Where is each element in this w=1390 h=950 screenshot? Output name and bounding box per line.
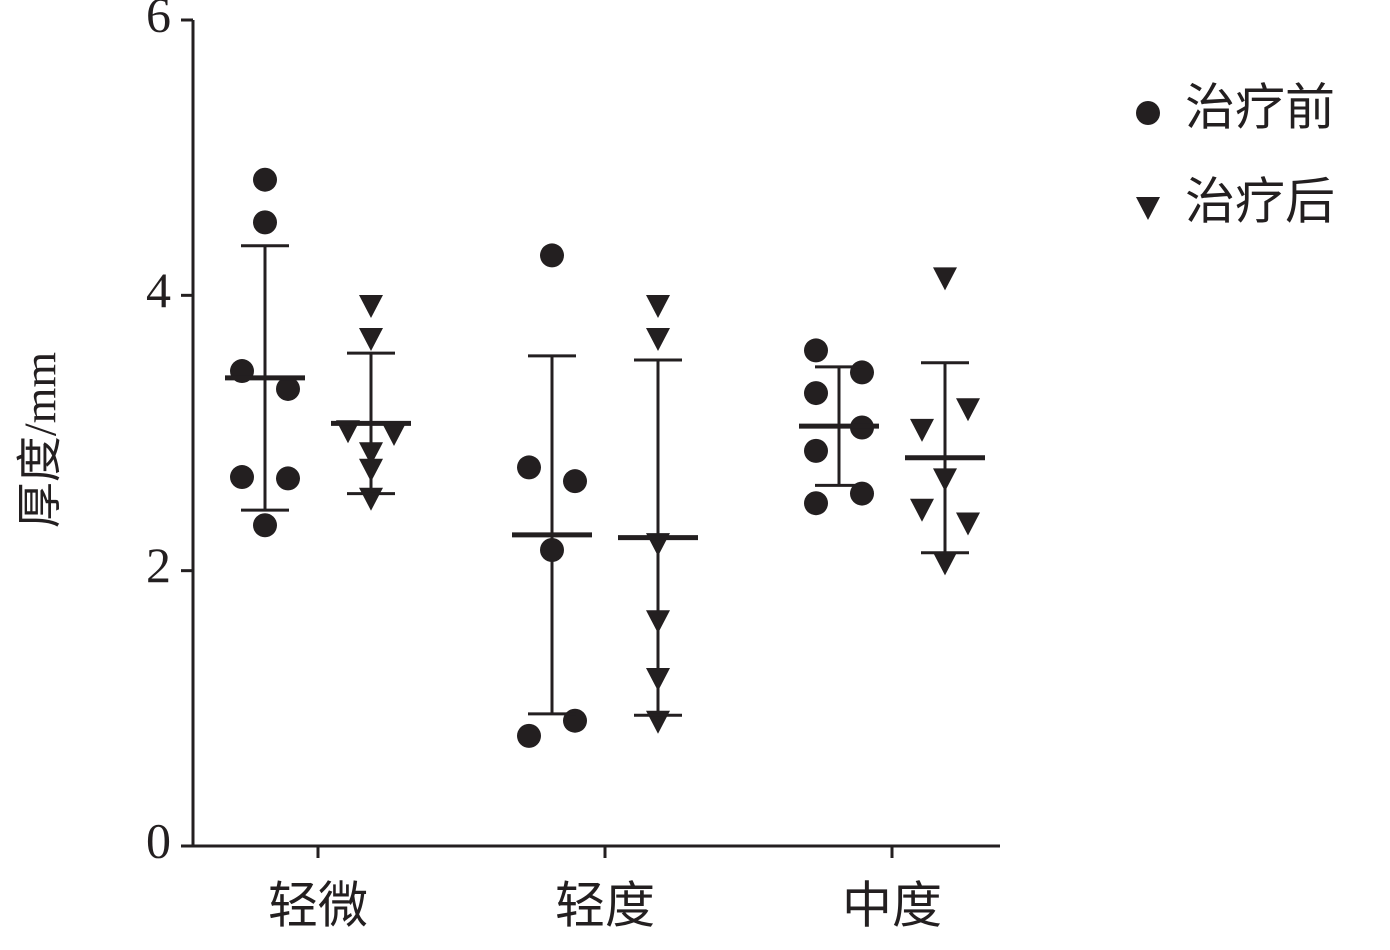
x-tick-label: 轻度 (555, 877, 655, 933)
point (910, 498, 934, 522)
point (804, 438, 828, 463)
legend-label: 治疗前 (1185, 79, 1335, 135)
point (359, 328, 383, 352)
point (804, 491, 828, 516)
point (850, 481, 874, 506)
point (850, 360, 874, 385)
point (230, 465, 254, 490)
point (956, 512, 980, 536)
point (253, 513, 277, 538)
point (563, 469, 587, 494)
y-tick-label: 2 (146, 537, 171, 593)
y-tick-label: 6 (146, 0, 171, 42)
legend-label: 治疗后 (1185, 173, 1335, 229)
point (336, 420, 360, 444)
point (253, 210, 277, 235)
point (517, 723, 541, 748)
x-tick-label: 中度 (842, 877, 942, 933)
point (276, 466, 300, 491)
point (1136, 197, 1160, 220)
point (276, 376, 300, 401)
y-tick-label: 4 (146, 262, 171, 318)
point (540, 243, 564, 268)
point (646, 294, 670, 318)
y-tick-label: 0 (146, 812, 171, 868)
x-tick-label: 轻微 (268, 877, 368, 933)
point (646, 328, 670, 352)
point (359, 294, 383, 318)
point (804, 338, 828, 363)
point (382, 423, 406, 446)
point (956, 398, 980, 422)
point (253, 167, 277, 192)
point (933, 552, 957, 576)
point (933, 267, 957, 291)
point (804, 381, 828, 406)
point (517, 455, 541, 480)
point (910, 418, 934, 442)
y-axis-label: 厚度/mm (15, 352, 66, 529)
point (1136, 101, 1160, 125)
point (563, 708, 587, 733)
